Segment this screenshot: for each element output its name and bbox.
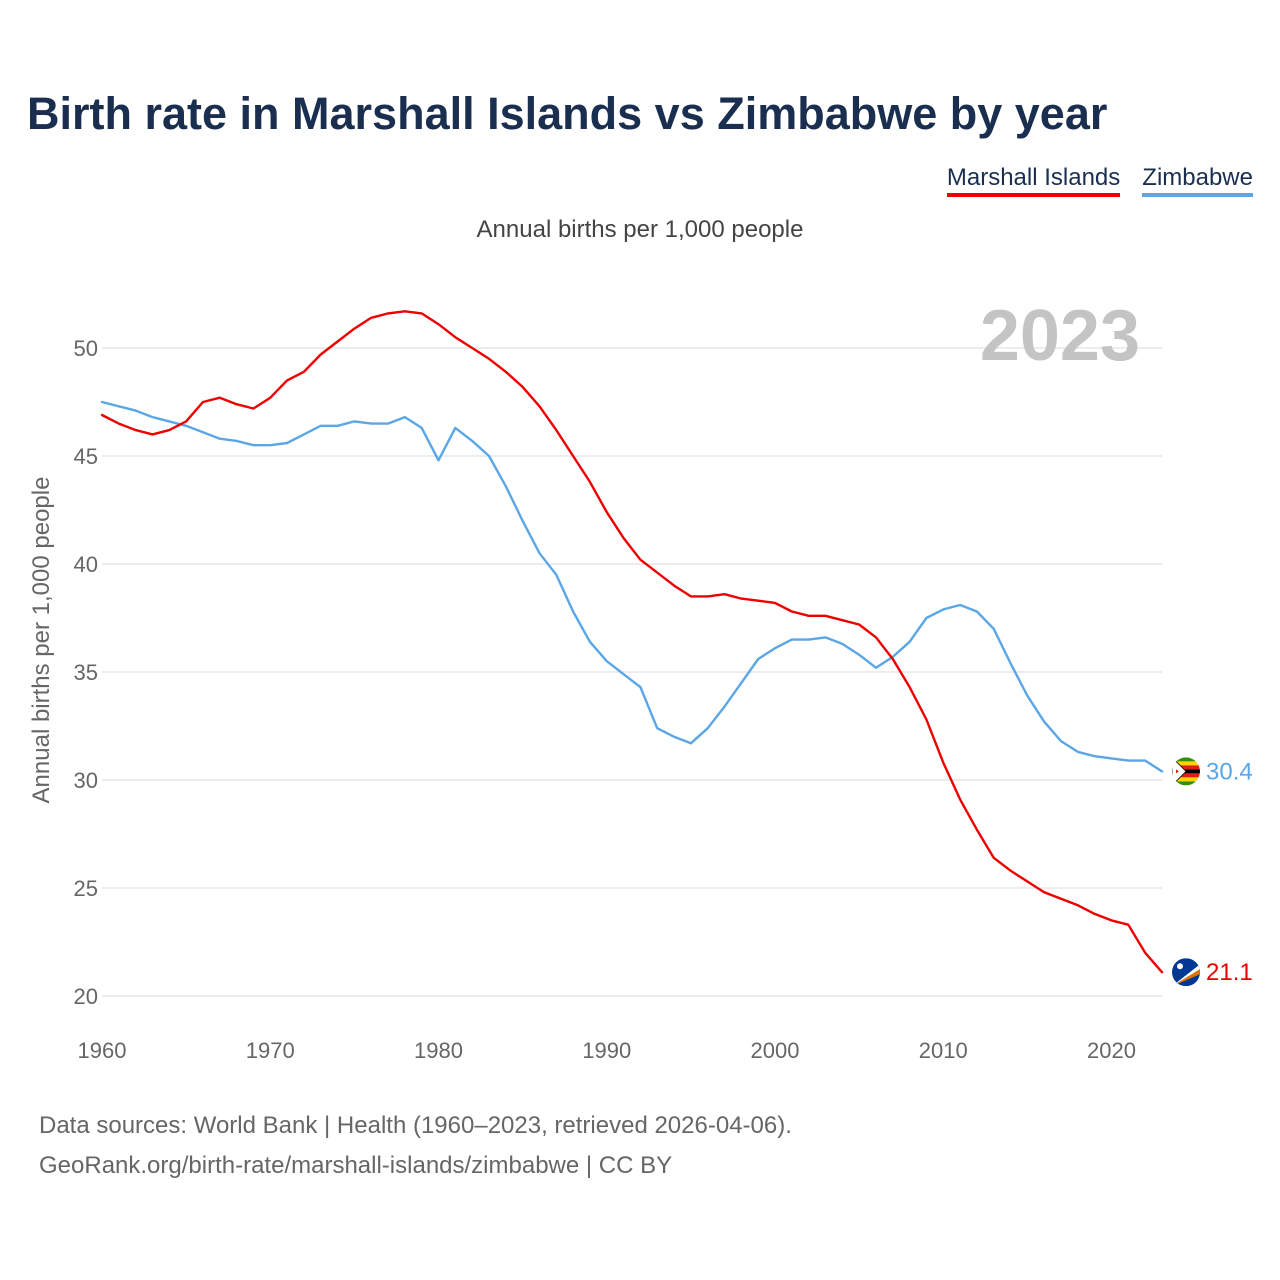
- legend-item-marshall-islands[interactable]: Marshall Islands: [946, 164, 1121, 197]
- end-flags: [1172, 757, 1200, 987]
- chart-title: Birth rate in Marshall Islands vs Zimbab…: [27, 88, 1108, 139]
- data-source-note: Data sources: World Bank | Health (1960–…: [39, 1106, 792, 1186]
- source-line-1: Data sources: World Bank | Health (1960–…: [39, 1112, 792, 1139]
- marshall-islands-end-value: 21.1: [1206, 959, 1253, 986]
- y-tick-label: 35: [74, 660, 98, 685]
- x-tick-label: 1990: [582, 1038, 631, 1063]
- y-tick-label: 50: [74, 336, 98, 361]
- y-tick-label: 20: [74, 984, 98, 1009]
- series-lines: [100, 310, 1164, 974]
- zimbabwe-flag-icon: [1172, 757, 1200, 786]
- y-tick-label: 40: [74, 552, 98, 577]
- grid-lines: [102, 347, 1162, 997]
- chart-subtitle: Annual births per 1,000 people: [476, 216, 804, 243]
- x-tick-label: 2000: [751, 1038, 800, 1063]
- x-tick-label: 2020: [1087, 1038, 1136, 1063]
- y-axis-ticks: 20 25 30 35 40 45 50: [74, 336, 98, 1009]
- source-line-2[interactable]: GeoRank.org/birth-rate/marshall-islands/…: [39, 1152, 673, 1179]
- legend-item-zimbabwe[interactable]: Zimbabwe: [1142, 164, 1253, 197]
- x-axis-ticks: 1960 1970 1980 1990 2000 2010 2020: [78, 1038, 1136, 1063]
- marshall-islands-flag-icon: [1172, 958, 1200, 987]
- legend: Marshall Islands Zimbabwe: [946, 164, 1253, 197]
- y-tick-label: 30: [74, 768, 98, 793]
- current-year-label: 2023: [980, 296, 1140, 376]
- series-line-zimbabwe[interactable]: [100, 400, 1164, 773]
- x-tick-label: 1960: [78, 1038, 127, 1063]
- x-tick-label: 2010: [919, 1038, 968, 1063]
- y-tick-label: 45: [74, 444, 98, 469]
- y-tick-label: 25: [74, 876, 98, 901]
- series-line-marshall-islands[interactable]: [100, 310, 1164, 974]
- zimbabwe-end-value: 30.4: [1206, 758, 1253, 785]
- x-tick-label: 1970: [246, 1038, 295, 1063]
- x-tick-label: 1980: [414, 1038, 463, 1063]
